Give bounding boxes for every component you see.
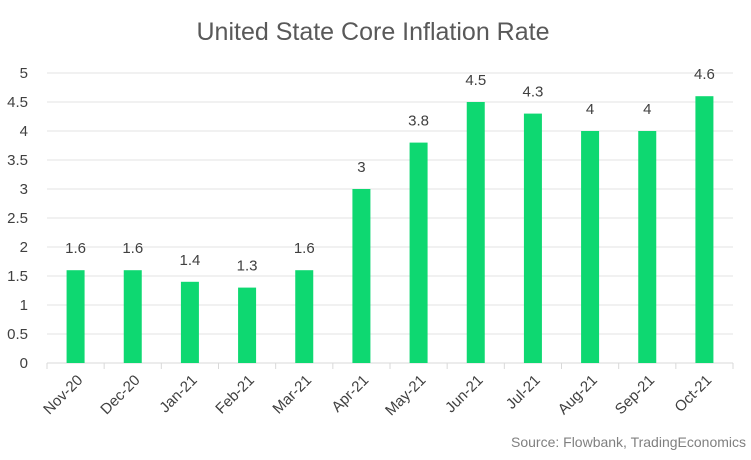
x-tick-label: Dec-20: [97, 372, 143, 418]
bar-jun-21: [466, 102, 485, 363]
bar-mar-21: [295, 270, 314, 363]
x-tick-label: Sep-21: [612, 372, 658, 418]
bar-nov-20: [66, 270, 85, 363]
data-label: 4.3: [522, 84, 543, 101]
y-tick-label: 4.5: [7, 94, 28, 111]
data-label: 1.4: [179, 252, 200, 269]
x-tick-label: Nov-20: [40, 372, 86, 418]
y-tick-label: 5: [20, 65, 28, 82]
x-tick-label: Jul-21: [503, 372, 544, 413]
data-label: 1.6: [122, 240, 143, 257]
y-tick-label: 1: [20, 297, 28, 314]
data-label: 1.6: [65, 240, 86, 257]
bar-may-21: [409, 142, 428, 363]
x-tick-label: Mar-21: [269, 372, 315, 418]
x-tick-label: Jun-21: [442, 372, 486, 416]
data-label: 3.8: [408, 113, 429, 130]
bar-oct-21: [695, 96, 714, 363]
source-note: Source: Flowbank, TradingEconomics: [511, 434, 746, 450]
data-label: 4.5: [465, 72, 486, 89]
x-tick-label: Jan-21: [156, 372, 200, 416]
x-tick-label: Oct-21: [671, 372, 715, 416]
y-tick-label: 2.5: [7, 210, 28, 227]
bar-aug-21: [581, 131, 600, 363]
data-label: 4: [586, 101, 594, 118]
bar-jul-21: [523, 113, 542, 363]
data-label: 4: [643, 101, 651, 118]
y-tick-label: 2: [20, 239, 28, 256]
x-tick-label: Apr-21: [328, 372, 372, 416]
bar-sep-21: [638, 131, 657, 363]
y-tick-label: 4: [20, 123, 28, 140]
y-tick-label: 1.5: [7, 268, 28, 285]
data-label: 1.6: [294, 240, 315, 257]
data-label: 4.6: [694, 66, 715, 83]
chart-title: United State Core Inflation Rate: [197, 18, 550, 46]
y-tick-label: 3.5: [7, 152, 28, 169]
y-tick-label: 0.5: [7, 326, 28, 343]
data-label: 1.3: [237, 258, 258, 275]
x-tick-label: Feb-21: [212, 372, 258, 418]
data-label: 3: [357, 159, 365, 176]
bar-jan-21: [180, 281, 199, 363]
x-tick-label: Aug-21: [555, 372, 601, 418]
bar-feb-21: [238, 287, 257, 363]
y-tick-label: 0: [20, 355, 28, 372]
bar-dec-20: [123, 270, 142, 363]
x-tick-label: May-21: [382, 372, 429, 419]
bar-apr-21: [352, 189, 371, 363]
y-tick-label: 3: [20, 181, 28, 198]
